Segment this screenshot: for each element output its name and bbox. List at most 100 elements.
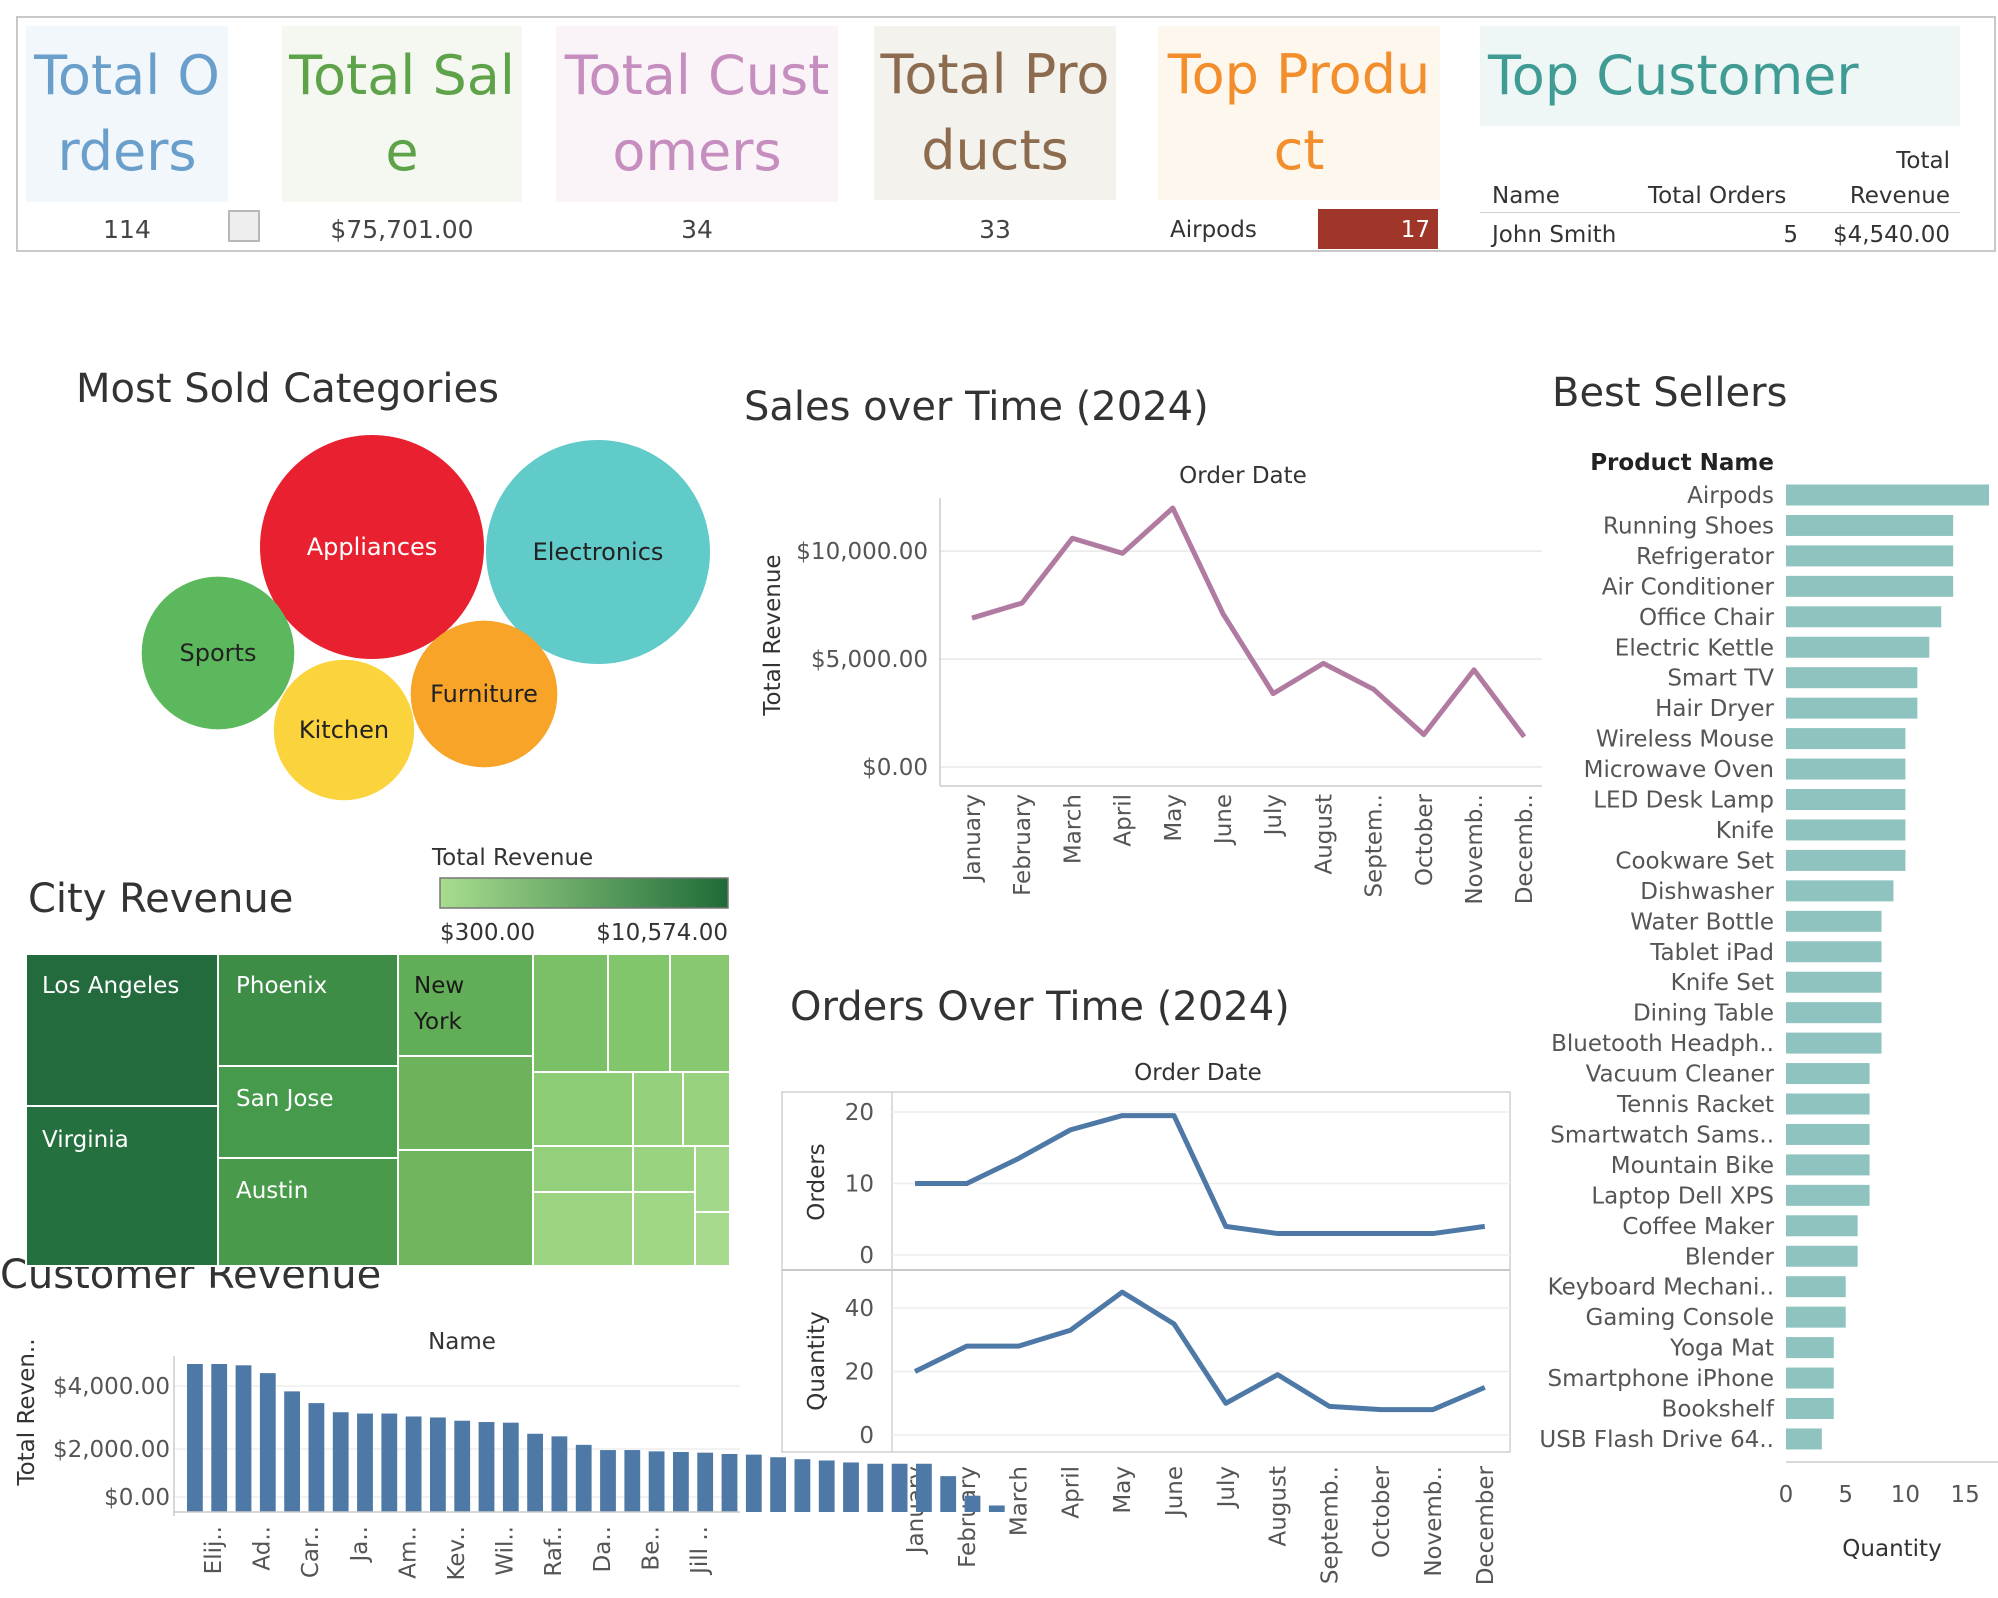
top-customer-title: Top Customer <box>1480 26 1960 126</box>
bestseller-bar <box>1786 971 1882 993</box>
bestseller-label: Blender <box>1685 1244 1775 1270</box>
orders-ytick: 20 <box>845 1100 874 1126</box>
orders-xlabel: Order Date <box>1134 1060 1262 1086</box>
bestseller-bar <box>1786 545 1954 567</box>
bestseller-bar <box>1786 1245 1858 1267</box>
orders-xtick: February <box>955 1466 981 1568</box>
bestseller-label: Wireless Mouse <box>1596 727 1774 753</box>
sales-xtick: May <box>1161 794 1187 842</box>
bubble-label: Furniture <box>430 680 538 708</box>
customer-bar <box>235 1365 252 1512</box>
bestseller-bar <box>1786 1032 1882 1054</box>
bestsellers-chart: Product Name Airpods Running Shoes Refriger… <box>1539 450 1998 1562</box>
filter-toggle[interactable] <box>228 210 260 242</box>
bestseller-bar <box>1786 1306 1846 1328</box>
treemap-cell <box>669 953 731 1073</box>
bestsellers-col-label: Product Name <box>1590 450 1774 476</box>
customer-revenue-chart: Name Total Reven.. $0.00 $2,000.00 $4,000.00… <box>14 1329 1005 1581</box>
sales-xtick: Novemb.. <box>1462 794 1488 905</box>
bestseller-bar <box>1786 1367 1834 1389</box>
sales-ylabel: Total Revenue <box>760 554 786 716</box>
treemap-cell <box>682 1071 731 1147</box>
customer-bar <box>502 1422 519 1512</box>
bestseller-bar <box>1786 1002 1882 1024</box>
orders-series-line <box>915 1113 1486 1237</box>
orders-ytick: 0 <box>859 1423 874 1449</box>
bestseller-label: LED Desk Lamp <box>1593 788 1774 814</box>
top-customer-revenue: $4,540.00 <box>1832 222 1950 248</box>
sales-xtick: April <box>1111 794 1137 847</box>
treemap-cell <box>397 1149 534 1267</box>
bestseller-label: Electric Kettle <box>1615 635 1774 661</box>
total-orders-value: 114 <box>103 215 151 244</box>
treemap-cell <box>25 953 219 1107</box>
sales-series-line <box>971 505 1527 739</box>
customer-bar <box>940 1476 957 1512</box>
orders-series-label: Quantity <box>804 1311 830 1410</box>
top-customer-col-orders: Total Orders <box>1648 183 1787 209</box>
bestseller-label: Air Conditioner <box>1602 574 1775 600</box>
total-customers-value: 34 <box>681 215 713 244</box>
bestseller-label: Laptop Dell XPS <box>1591 1183 1774 1209</box>
sales-xtick: Decemb.. <box>1512 794 1538 904</box>
bestseller-label: Knife Set <box>1671 970 1774 996</box>
customer-xlabel: Name <box>428 1329 496 1355</box>
orders-xtick: March <box>1007 1466 1033 1536</box>
bestsellers-xtick: 10 <box>1891 1482 1920 1508</box>
customer-bar <box>259 1373 276 1512</box>
treemap-legend-title: Total Revenue <box>431 845 593 871</box>
treemap-cell <box>632 1191 696 1267</box>
sales-xtick: March <box>1060 794 1086 864</box>
customer-xtick: Elij.. <box>201 1526 227 1574</box>
bestseller-label: Dishwasher <box>1640 879 1774 905</box>
categories-title: Most Sold Categories <box>76 366 499 412</box>
bestseller-bar <box>1786 1093 1870 1115</box>
bestseller-bar <box>1786 1337 1834 1359</box>
bubble-label: Kitchen <box>299 716 389 744</box>
sales-xtick: Septem.. <box>1362 794 1388 898</box>
sales-ytick: $5,000.00 <box>811 647 928 673</box>
customer-ytick: $0.00 <box>104 1485 170 1511</box>
treemap-cell <box>532 953 609 1073</box>
bestsellers-xtick: 15 <box>1950 1482 1979 1508</box>
sales-xtick: July <box>1261 794 1287 837</box>
customer-bar <box>745 1454 762 1512</box>
treemap-cell <box>607 953 671 1073</box>
kpi-frame <box>16 16 1996 252</box>
sales-ytick: $0.00 <box>862 755 928 781</box>
bestseller-label: Office Chair <box>1639 605 1775 631</box>
top-customer-header-rule <box>1480 212 1960 213</box>
customer-bar <box>673 1452 689 1512</box>
sales-xlabel: Order Date <box>1179 463 1307 489</box>
bestseller-label: Running Shoes <box>1603 513 1774 539</box>
bestseller-label: Water Bottle <box>1630 909 1774 935</box>
customer-xtick: Be.. <box>638 1526 664 1571</box>
orders-title: Orders Over Time (2024) <box>790 984 1290 1030</box>
bestseller-label: Smart TV <box>1667 666 1774 692</box>
total-sale-value: $75,701.00 <box>330 215 474 244</box>
treemap-label: Los Angeles <box>42 973 179 999</box>
bestseller-bar <box>1786 514 1954 536</box>
treemap-cell <box>397 953 534 1057</box>
city-title: City Revenue <box>28 876 294 922</box>
bestseller-bar <box>1786 819 1906 841</box>
bestseller-label: Bluetooth Headph.. <box>1551 1031 1774 1057</box>
orders-xtick: December <box>1473 1465 1499 1585</box>
bestseller-bar <box>1786 1215 1858 1237</box>
bestseller-label: Coffee Maker <box>1622 1214 1774 1240</box>
treemap-legend-max: $10,574.00 <box>596 920 728 946</box>
customer-bar <box>916 1463 932 1512</box>
bestseller-label: Gaming Console <box>1585 1305 1774 1331</box>
customer-bar <box>454 1420 471 1512</box>
total-products-value: 33 <box>979 215 1011 244</box>
bestseller-label: Refrigerator <box>1636 544 1774 570</box>
bestseller-bar <box>1786 728 1906 750</box>
top-product-bar <box>1318 209 1438 249</box>
bestseller-bar <box>1786 1276 1846 1298</box>
bestseller-bar <box>1786 880 1894 902</box>
bestseller-bar <box>1786 606 1942 628</box>
treemap-cell <box>532 1145 634 1193</box>
customer-bar <box>867 1463 884 1512</box>
customer-xtick: Jill .. <box>687 1526 713 1576</box>
bestseller-bar <box>1786 1398 1834 1419</box>
